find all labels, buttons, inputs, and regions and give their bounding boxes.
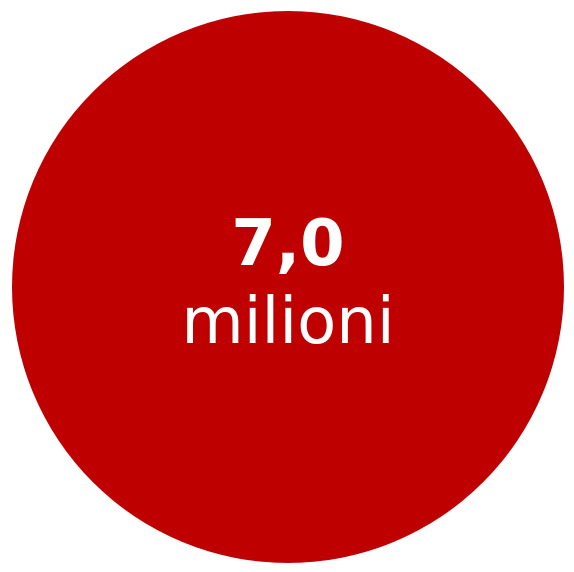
stat-value: 7,0 bbox=[231, 207, 345, 281]
stat-circle: 7,0 milioni bbox=[12, 11, 564, 563]
stat-unit: milioni bbox=[181, 285, 395, 359]
